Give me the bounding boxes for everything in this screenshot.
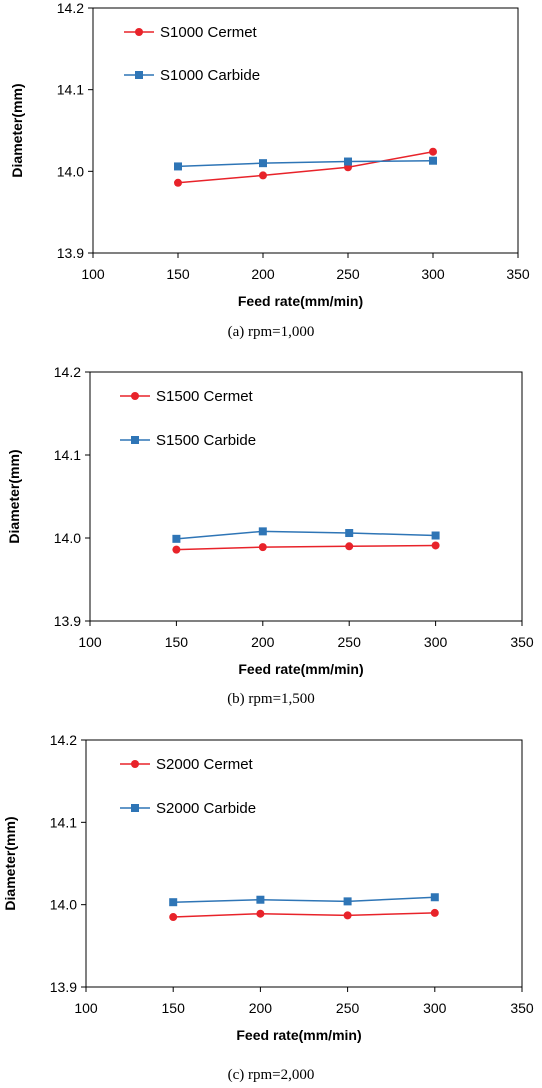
y-axis-title: Diameter(mm) — [6, 449, 22, 543]
y-tick-label: 13.9 — [54, 613, 81, 629]
legend-marker-circle — [131, 760, 139, 768]
plot-frame — [92, 7, 519, 254]
x-tick-label: 150 — [165, 634, 189, 650]
x-axis-title: Feed rate(mm/min) — [238, 293, 363, 309]
y-tick-label: 14.2 — [50, 732, 77, 748]
data-point-square — [256, 895, 265, 904]
x-tick-label: 300 — [424, 634, 448, 650]
legend-marker-square — [131, 436, 139, 444]
y-tick-label: 13.9 — [57, 245, 84, 261]
legend-label-2: S1000 Carbide — [160, 67, 260, 84]
x-tick-label: 300 — [421, 266, 445, 282]
x-tick-label: 250 — [336, 1000, 360, 1016]
data-point-square — [258, 527, 267, 536]
plot-frame — [85, 739, 523, 988]
x-axis-title: Feed rate(mm/min) — [238, 661, 363, 677]
data-point-square — [431, 531, 440, 540]
x-tick-label: 250 — [336, 266, 360, 282]
x-tick-label: 100 — [78, 634, 102, 650]
series-line-1 — [173, 912, 435, 918]
x-tick-label: 350 — [510, 1000, 534, 1016]
data-point-circle — [431, 541, 440, 550]
data-point-circle — [429, 147, 437, 156]
x-tick-label: 100 — [81, 266, 105, 282]
x-tick-label: 150 — [162, 1000, 186, 1016]
x-tick-label: 150 — [166, 266, 190, 282]
legend-label-2: S2000 Carbide — [156, 800, 256, 817]
data-point-square — [169, 898, 178, 907]
data-point-square — [174, 162, 182, 171]
legend-marker-square — [131, 804, 139, 812]
data-point-square — [343, 897, 352, 906]
x-tick-label: 300 — [423, 1000, 447, 1016]
x-tick-label: 200 — [251, 266, 275, 282]
data-point-circle — [174, 178, 182, 187]
data-point-circle — [172, 545, 181, 554]
x-tick-label: 350 — [506, 266, 530, 282]
data-point-square — [430, 893, 439, 902]
y-tick-label: 14.2 — [57, 0, 84, 16]
y-tick-label: 14.1 — [54, 447, 81, 463]
figure-caption: (a) rpm=1,000 — [228, 324, 315, 340]
x-axis-title: Feed rate(mm/min) — [236, 1027, 361, 1043]
y-tick-label: 14.1 — [50, 814, 77, 830]
legend-label-1: S1500 Cermet — [156, 388, 254, 405]
chart-panel-3: 100 150 200 250 300 350 13.9 14.0 14.1 14.2 Feed r… — [2, 732, 534, 1083]
legend-marker-circle — [135, 28, 143, 36]
y-tick-label: 13.9 — [50, 979, 77, 995]
chart-panel-1: 100 150 200 250 300 350 13.9 14.0 14.1 14.2 Feed r… — [9, 0, 530, 340]
series-line-1 — [176, 544, 436, 551]
data-point-circle — [345, 542, 354, 551]
data-point-circle — [258, 543, 267, 552]
x-tick-label: 250 — [338, 634, 362, 650]
data-point-square — [429, 156, 437, 165]
series-line-2 — [176, 530, 436, 540]
data-point-square — [344, 157, 352, 166]
legend-label-1: S2000 Cermet — [156, 756, 254, 773]
legend-label-1: S1000 Cermet — [160, 24, 258, 41]
plot-frame — [89, 371, 523, 622]
x-tick-label: 350 — [510, 634, 534, 650]
y-tick-label: 14.0 — [50, 897, 77, 913]
data-point-circle — [256, 909, 265, 918]
figure-caption: (b) rpm=1,500 — [227, 691, 315, 707]
legend-label-2: S1500 Carbide — [156, 432, 256, 449]
data-point-circle — [169, 913, 178, 922]
legend-marker-square — [135, 71, 143, 79]
data-point-circle — [259, 171, 267, 180]
y-tick-label: 14.0 — [54, 530, 81, 546]
y-tick-label: 14.0 — [57, 163, 84, 179]
y-axis-title: Diameter(mm) — [9, 83, 25, 177]
series-line-2 — [173, 896, 435, 903]
series-line-1 — [177, 150, 434, 184]
x-tick-label: 200 — [249, 1000, 273, 1016]
series-line-2 — [177, 159, 434, 168]
y-axis-title: Diameter(mm) — [2, 816, 18, 910]
y-tick-label: 14.1 — [57, 82, 84, 98]
figure-caption: (c) rpm=2,000 — [228, 1067, 315, 1083]
data-point-square — [172, 534, 181, 543]
y-tick-label: 14.2 — [54, 364, 81, 380]
chart-panel-2: 100 150 200 250 300 350 13.9 14.0 14.1 14.2 Feed r… — [6, 364, 534, 707]
legend-marker-circle — [131, 392, 139, 400]
data-point-circle — [430, 908, 439, 917]
data-point-circle — [343, 911, 352, 920]
data-point-square — [345, 529, 354, 538]
x-tick-label: 100 — [74, 1000, 98, 1016]
data-point-square — [259, 159, 267, 168]
x-tick-label: 200 — [251, 634, 275, 650]
